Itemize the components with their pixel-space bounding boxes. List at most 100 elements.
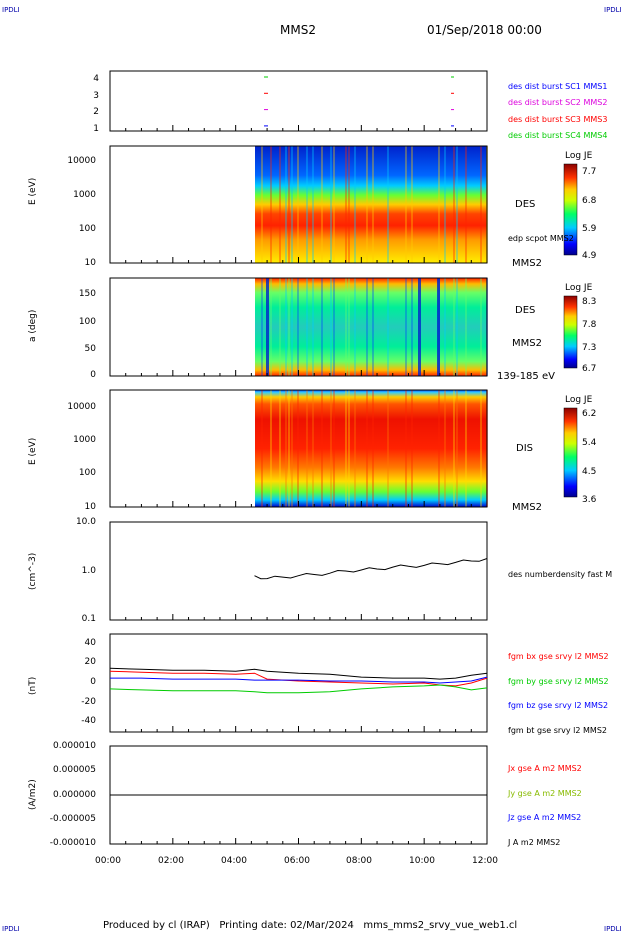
spectrogram-stripe xyxy=(261,278,263,376)
ytick: 50 xyxy=(84,344,96,354)
spectrogram-stripe xyxy=(321,146,323,263)
legend-item: des dist burst SC4 MMS4 xyxy=(508,130,608,140)
spectrogram-stripe xyxy=(288,390,290,507)
bfield-line xyxy=(109,667,488,680)
spectrogram-stripe xyxy=(297,146,299,263)
panel-des-energy-ylabel: E (eV) xyxy=(28,177,38,205)
panel-dis-energy xyxy=(109,389,578,508)
xtick: 00:00 xyxy=(95,856,121,866)
spectrogram-stripe xyxy=(306,390,308,507)
colorbar-tick: 6.7 xyxy=(582,364,597,374)
ytick: 1000 xyxy=(73,435,96,445)
spectrogram-stripe xyxy=(456,278,458,376)
ytick: 0.000005 xyxy=(53,765,96,775)
xtick: 08:00 xyxy=(346,856,372,866)
legend-item: Jx gse A m2 MMS2 xyxy=(508,764,582,773)
ytick: 10 xyxy=(84,258,96,268)
spectrogram-stripe xyxy=(456,146,458,263)
spectrogram-stripe xyxy=(480,390,482,507)
legend-item: fgm by gse srvy l2 MMS2 xyxy=(508,676,609,686)
ytick: 1.0 xyxy=(81,566,96,576)
spectrogram-band xyxy=(437,278,440,376)
panel-bfield-legend: fgm bx gse srvy l2 MMS2 fgm by gse srvy … xyxy=(508,645,609,743)
panel-des-pitch-name: DES xyxy=(515,305,536,316)
colorbar-tick: 3.6 xyxy=(582,495,597,505)
colorbar-tick: 6.8 xyxy=(582,196,597,206)
spectrogram-stripe xyxy=(444,146,446,263)
spacecraft-title: MMS2 xyxy=(280,23,316,37)
ytick: -0.000010 xyxy=(49,838,96,848)
spectrogram-stripe xyxy=(444,390,446,507)
legend-item: fgm bx gse srvy l2 MMS2 xyxy=(508,652,609,661)
colorbar-title: Log JE xyxy=(565,283,593,293)
spectrogram-band xyxy=(266,278,269,376)
ytick: 1 xyxy=(93,123,99,134)
spectrogram-band xyxy=(418,278,421,376)
density-line xyxy=(254,558,488,580)
colorbar-tick: 7.3 xyxy=(582,343,597,353)
corner-label-tr: IPDLI xyxy=(604,6,622,14)
spectrogram-stripe xyxy=(330,278,332,376)
spectrogram-stripe xyxy=(321,390,323,507)
spectrogram-stripe xyxy=(405,146,407,263)
ytick: 0.1 xyxy=(81,614,96,624)
panel-density xyxy=(109,521,488,621)
panel-burst-legend: des dist burst SC1 MMS1 des dist burst S… xyxy=(508,79,607,144)
bfield-line xyxy=(110,676,488,684)
legend-item: J A m2 MMS2 xyxy=(508,837,561,847)
spectrogram-stripe xyxy=(354,278,356,376)
xtick: 12:00 xyxy=(472,856,498,866)
spectrogram-stripe xyxy=(279,146,281,263)
spectrogram-stripe xyxy=(348,278,350,376)
spectrogram-stripe xyxy=(366,390,368,507)
ytick: 0.000000 xyxy=(53,790,96,800)
colorbar-tick: 5.9 xyxy=(582,224,597,234)
panel-des-pitch-sc: MMS2 xyxy=(512,338,542,349)
spectrogram-stripe xyxy=(366,278,368,376)
legend-item: fgm bt gse srvy l2 MMS2 xyxy=(508,725,607,735)
colorbar-des-pitch xyxy=(563,295,578,369)
spectrogram-stripe xyxy=(456,390,458,507)
spectrogram-stripe xyxy=(285,390,287,507)
panel-burst xyxy=(109,70,488,132)
legend-item: des dist burst SC1 MMS1 xyxy=(508,82,608,91)
spectrogram-stripe xyxy=(453,390,455,507)
colorbar-title: Log JE xyxy=(565,395,593,405)
panel-des-energy xyxy=(109,145,578,264)
spectrogram-stripe xyxy=(453,146,455,263)
legend-item: Jy gse A m2 MMS2 xyxy=(508,788,582,798)
legend-item: des dist burst SC2 MMS2 xyxy=(508,98,608,108)
spectrogram-stripe xyxy=(480,278,482,376)
spectrogram-stripe xyxy=(411,146,413,263)
spectrogram-stripe xyxy=(405,390,407,507)
spectrogram-stripe xyxy=(354,146,356,263)
panel-dis-energy-name: DIS xyxy=(516,443,533,454)
colorbar-tick: 4.9 xyxy=(582,251,597,261)
xtick: 02:00 xyxy=(158,856,184,866)
spectrogram-stripe xyxy=(270,146,272,263)
panel-density-ylabel: (cm^-3) xyxy=(28,552,38,590)
spectrogram-stripe xyxy=(321,278,323,376)
spectrogram-stripe xyxy=(372,390,374,507)
spectrogram-stripe xyxy=(366,146,368,263)
spectrogram-stripe xyxy=(261,146,263,263)
spectrogram-stripe xyxy=(387,390,389,507)
panel-current xyxy=(109,745,488,845)
ytick: 2 xyxy=(93,107,99,117)
footer-text: Produced by cl (IRAP) Printing date: 02/… xyxy=(103,920,518,931)
ytick: 10.0 xyxy=(75,517,96,527)
panel-density-legend: des numberdensity fast M xyxy=(508,570,613,579)
spectrogram-stripe xyxy=(297,278,299,376)
ytick: -0.000005 xyxy=(49,814,96,824)
ytick: 100 xyxy=(78,317,96,327)
spectrogram-stripe xyxy=(387,278,389,376)
spectrogram-stripe xyxy=(453,278,455,376)
dis-energy-spectrogram xyxy=(255,390,487,507)
spectrogram-stripe xyxy=(444,278,446,376)
spectrogram-stripe xyxy=(306,278,308,376)
spectrogram-stripe xyxy=(348,146,350,263)
spectrogram-stripe xyxy=(285,278,287,376)
colorbar-tick: 7.8 xyxy=(582,320,597,330)
burst-marks xyxy=(264,76,454,127)
